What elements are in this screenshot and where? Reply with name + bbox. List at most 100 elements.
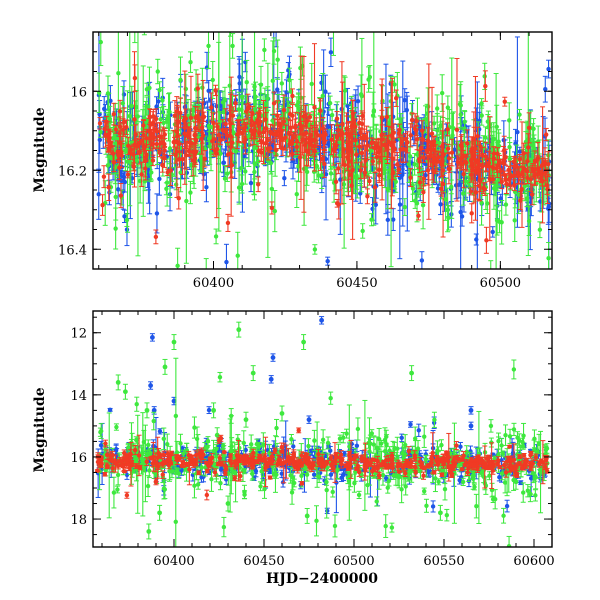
data-point: [438, 193, 444, 216]
data-point: [168, 155, 174, 186]
data-point: [127, 383, 132, 409]
data-point: [335, 162, 341, 175]
data-point: [364, 188, 370, 205]
data-point: [181, 115, 187, 126]
outlier-point: [115, 374, 121, 391]
x-tick-label: 60450: [243, 554, 284, 569]
top-light-curve-panel: 60400 60450 60500 16 16.2 16.4 Magnitude: [32, 31, 553, 409]
data-point: [127, 146, 133, 160]
data-point: [488, 419, 494, 433]
data-point: [376, 169, 382, 182]
data-point: [445, 143, 451, 154]
data-point: [379, 109, 385, 126]
data-point: [223, 128, 229, 136]
data-point: [369, 213, 375, 227]
data-point: [490, 175, 496, 184]
data-point: [239, 174, 245, 194]
data-point: [480, 153, 486, 180]
data-point: [444, 508, 450, 522]
x-axis-label: HJD−2400000: [266, 571, 378, 587]
data-point: [155, 58, 161, 85]
data-point: [384, 463, 390, 468]
outlier-point: [270, 353, 276, 362]
x-tick-label: 60450: [336, 276, 377, 291]
data-point: [239, 32, 245, 169]
data-point: [367, 126, 373, 174]
data-point: [472, 75, 478, 221]
data-point: [203, 258, 209, 269]
data-point: [431, 136, 437, 147]
data-point: [497, 210, 503, 234]
data-point: [506, 535, 512, 547]
y-tick-label: 16: [70, 85, 87, 100]
data-point: [377, 139, 383, 163]
data-point: [101, 165, 107, 189]
data-point: [294, 180, 300, 209]
data-point: [443, 177, 449, 221]
data-point: [177, 56, 183, 104]
data-point: [482, 70, 488, 102]
data-point: [402, 198, 408, 217]
data-point: [200, 79, 206, 191]
data-point: [532, 162, 538, 186]
data-point: [526, 112, 532, 144]
data-point: [469, 148, 475, 179]
bottom-y-axis-label: Magnitude: [32, 387, 48, 472]
data-point: [542, 75, 548, 103]
data-point: [400, 134, 406, 164]
data-point: [479, 98, 485, 109]
data-point: [453, 171, 459, 200]
data-point: [307, 112, 313, 122]
data-point: [482, 182, 488, 196]
data-point: [477, 140, 483, 153]
data-point: [131, 162, 137, 172]
data-point: [162, 130, 168, 139]
outlier-point: [279, 405, 285, 422]
data-point: [414, 115, 420, 127]
data-point: [224, 165, 230, 182]
data-point: [386, 125, 392, 159]
data-point: [366, 176, 372, 186]
data-point: [121, 469, 127, 474]
data-point: [325, 256, 331, 266]
data-point: [192, 121, 198, 135]
data-point: [408, 123, 414, 148]
data-point: [301, 110, 307, 122]
data-point: [419, 120, 425, 141]
data-point: [356, 490, 362, 500]
data-point: [330, 486, 336, 498]
data-point: [195, 73, 201, 104]
data-point: [358, 74, 364, 115]
data-point: [354, 157, 360, 199]
data-point: [230, 33, 236, 59]
data-point: [275, 39, 281, 80]
data-point: [546, 59, 552, 79]
data-point: [520, 482, 526, 503]
data-point: [442, 477, 448, 501]
data-point: [202, 150, 208, 168]
data-point: [168, 461, 174, 466]
data-point: [408, 168, 414, 188]
data-point: [457, 475, 463, 485]
outlier-point: [301, 334, 307, 351]
data-point: [142, 156, 148, 181]
data-point: [230, 106, 236, 125]
data-point: [328, 37, 334, 68]
data-point: [115, 140, 121, 164]
data-point: [146, 117, 152, 146]
data-point: [517, 108, 523, 121]
data-point: [320, 73, 326, 119]
data-point: [232, 94, 238, 112]
data-point: [258, 65, 264, 104]
outlier-point: [211, 402, 217, 419]
data-point: [339, 61, 345, 205]
data-point: [473, 493, 479, 519]
data-point: [312, 244, 318, 255]
data-point: [203, 460, 209, 465]
data-point: [133, 124, 139, 145]
data-point: [539, 165, 545, 183]
data-point: [358, 161, 364, 180]
data-point: [404, 91, 410, 129]
data-point: [113, 423, 119, 431]
data-point: [296, 427, 302, 434]
